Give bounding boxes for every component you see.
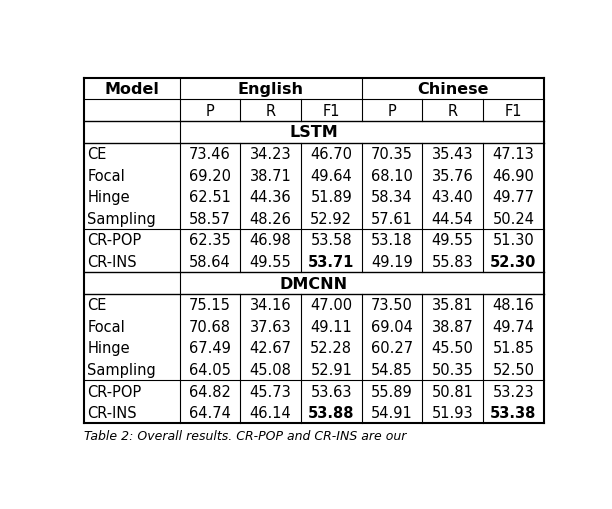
Text: 53.18: 53.18 xyxy=(371,233,412,248)
Text: 70.35: 70.35 xyxy=(371,147,413,162)
Text: Focal: Focal xyxy=(88,319,125,334)
Text: 64.05: 64.05 xyxy=(189,362,231,377)
Text: 52.50: 52.50 xyxy=(492,362,534,377)
Text: R: R xyxy=(266,103,275,119)
Text: 64.74: 64.74 xyxy=(189,405,231,420)
Text: 60.27: 60.27 xyxy=(371,341,413,356)
Text: CR-POP: CR-POP xyxy=(88,233,141,248)
Text: 47.13: 47.13 xyxy=(493,147,534,162)
Text: P: P xyxy=(206,103,214,119)
Text: 45.73: 45.73 xyxy=(250,384,291,399)
Text: 51.89: 51.89 xyxy=(310,190,352,205)
Text: Sampling: Sampling xyxy=(88,362,156,377)
Text: 46.90: 46.90 xyxy=(493,168,534,183)
Text: 44.54: 44.54 xyxy=(432,211,474,227)
Text: Focal: Focal xyxy=(88,168,125,183)
Text: P: P xyxy=(387,103,397,119)
Text: 55.83: 55.83 xyxy=(432,254,474,269)
Text: CR-INS: CR-INS xyxy=(88,405,137,420)
Text: 50.24: 50.24 xyxy=(492,211,534,227)
Text: Chinese: Chinese xyxy=(417,82,488,97)
Text: CR-INS: CR-INS xyxy=(88,254,137,269)
Text: 38.71: 38.71 xyxy=(250,168,291,183)
Text: 69.04: 69.04 xyxy=(371,319,413,334)
Text: 38.87: 38.87 xyxy=(432,319,474,334)
Text: 34.16: 34.16 xyxy=(250,298,291,313)
Text: 53.71: 53.71 xyxy=(308,254,354,269)
Text: 49.77: 49.77 xyxy=(492,190,534,205)
Text: 49.55: 49.55 xyxy=(432,233,474,248)
Text: 73.50: 73.50 xyxy=(371,298,413,313)
Text: CE: CE xyxy=(88,298,106,313)
Text: 64.82: 64.82 xyxy=(189,384,231,399)
Text: 62.51: 62.51 xyxy=(189,190,231,205)
Text: 53.58: 53.58 xyxy=(310,233,352,248)
Text: 45.50: 45.50 xyxy=(431,341,474,356)
Text: 75.15: 75.15 xyxy=(189,298,231,313)
Text: DMCNN: DMCNN xyxy=(280,276,348,291)
Text: 37.63: 37.63 xyxy=(250,319,291,334)
Text: 47.00: 47.00 xyxy=(310,298,353,313)
Text: Hinge: Hinge xyxy=(88,341,130,356)
Text: 46.14: 46.14 xyxy=(250,405,291,420)
Text: CR-POP: CR-POP xyxy=(88,384,141,399)
Text: 52.28: 52.28 xyxy=(310,341,353,356)
Text: 55.89: 55.89 xyxy=(371,384,413,399)
Text: 52.30: 52.30 xyxy=(490,254,537,269)
Text: 49.55: 49.55 xyxy=(250,254,291,269)
Text: 48.16: 48.16 xyxy=(493,298,534,313)
Text: 53.63: 53.63 xyxy=(310,384,352,399)
Text: 35.81: 35.81 xyxy=(432,298,474,313)
Text: 62.35: 62.35 xyxy=(189,233,231,248)
Text: 58.64: 58.64 xyxy=(189,254,231,269)
Text: 53.23: 53.23 xyxy=(493,384,534,399)
Text: Sampling: Sampling xyxy=(88,211,156,227)
Text: 70.68: 70.68 xyxy=(189,319,231,334)
Text: 51.30: 51.30 xyxy=(493,233,534,248)
Text: 57.61: 57.61 xyxy=(371,211,413,227)
Text: 42.67: 42.67 xyxy=(250,341,291,356)
Text: 54.91: 54.91 xyxy=(371,405,413,420)
Text: 43.40: 43.40 xyxy=(432,190,474,205)
Text: 68.10: 68.10 xyxy=(371,168,413,183)
Text: 50.35: 50.35 xyxy=(432,362,474,377)
Text: LSTM: LSTM xyxy=(289,125,338,140)
Text: 52.91: 52.91 xyxy=(310,362,353,377)
Text: 51.93: 51.93 xyxy=(432,405,474,420)
Text: F1: F1 xyxy=(323,103,340,119)
Text: Table 2: Overall results. CR-POP and CR-INS are our: Table 2: Overall results. CR-POP and CR-… xyxy=(84,430,406,442)
Text: Hinge: Hinge xyxy=(88,190,130,205)
Text: 52.92: 52.92 xyxy=(310,211,353,227)
Text: 46.70: 46.70 xyxy=(310,147,353,162)
Text: F1: F1 xyxy=(505,103,522,119)
Text: 49.11: 49.11 xyxy=(310,319,352,334)
Text: 67.49: 67.49 xyxy=(189,341,231,356)
Text: English: English xyxy=(237,82,304,97)
Text: 58.57: 58.57 xyxy=(189,211,231,227)
Text: 58.34: 58.34 xyxy=(371,190,412,205)
Text: 53.38: 53.38 xyxy=(490,405,537,420)
Text: R: R xyxy=(447,103,458,119)
Text: 44.36: 44.36 xyxy=(250,190,291,205)
Text: 69.20: 69.20 xyxy=(189,168,231,183)
Text: 48.26: 48.26 xyxy=(250,211,291,227)
Text: 46.98: 46.98 xyxy=(250,233,291,248)
Text: Model: Model xyxy=(104,82,159,97)
Text: 35.76: 35.76 xyxy=(432,168,474,183)
Text: 49.64: 49.64 xyxy=(310,168,352,183)
Text: 53.88: 53.88 xyxy=(308,405,354,420)
Text: 54.85: 54.85 xyxy=(371,362,413,377)
Text: 35.43: 35.43 xyxy=(432,147,474,162)
Text: 34.23: 34.23 xyxy=(250,147,291,162)
Text: CE: CE xyxy=(88,147,106,162)
Text: 50.81: 50.81 xyxy=(431,384,474,399)
Text: 49.19: 49.19 xyxy=(371,254,413,269)
Text: 51.85: 51.85 xyxy=(493,341,534,356)
Text: 73.46: 73.46 xyxy=(189,147,231,162)
Text: 45.08: 45.08 xyxy=(250,362,291,377)
Text: 49.74: 49.74 xyxy=(493,319,534,334)
